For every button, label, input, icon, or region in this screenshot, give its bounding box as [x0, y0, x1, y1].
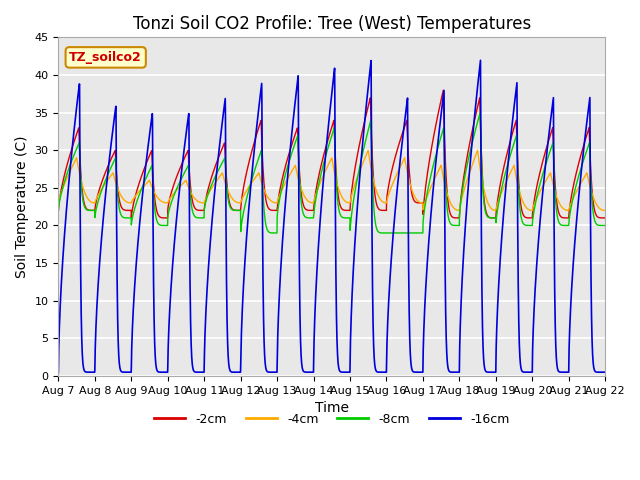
-4cm: [149, 187, 157, 193]
-4cm: [591, 198, 598, 204]
Y-axis label: Soil Temperature (C): Soil Temperature (C): [15, 135, 29, 278]
Text: TZ_soilco2: TZ_soilco2: [69, 51, 142, 64]
Line: -4cm: -4cm: [58, 150, 605, 210]
-16cm: [149, 242, 157, 248]
Title: Tonzi Soil CO2 Profile: Tree (West) Temperatures: Tonzi Soil CO2 Profile: Tree (West) Temp…: [132, 15, 531, 33]
-8cm: [602, 223, 609, 228]
-4cm: [54, 200, 62, 206]
-8cm: [532, 198, 540, 204]
X-axis label: Time: Time: [315, 401, 349, 415]
-8cm: [264, 228, 272, 234]
-2cm: [288, 142, 296, 148]
-2cm: [54, 207, 62, 213]
-8cm: [288, 150, 296, 156]
-2cm: [602, 215, 609, 221]
-4cm: [264, 195, 272, 201]
-16cm: [264, 369, 272, 375]
-4cm: [474, 147, 481, 153]
Line: -16cm: -16cm: [58, 60, 605, 372]
-2cm: [532, 188, 540, 194]
-4cm: [288, 168, 296, 174]
-16cm: [602, 369, 609, 375]
-16cm: [54, 369, 62, 375]
-16cm: [117, 368, 125, 373]
-8cm: [383, 230, 390, 236]
-4cm: [117, 192, 125, 198]
-2cm: [440, 87, 447, 93]
-8cm: [54, 207, 62, 213]
-2cm: [264, 204, 272, 210]
Line: -2cm: -2cm: [58, 90, 605, 218]
Legend: -2cm, -4cm, -8cm, -16cm: -2cm, -4cm, -8cm, -16cm: [149, 408, 515, 431]
-4cm: [602, 207, 609, 213]
-2cm: [591, 208, 598, 214]
-2cm: [149, 177, 157, 183]
-2cm: [529, 215, 536, 221]
-4cm: [532, 198, 540, 204]
-16cm: [288, 131, 296, 136]
-16cm: [532, 277, 540, 283]
Line: -8cm: -8cm: [58, 113, 605, 233]
-2cm: [117, 203, 125, 208]
-8cm: [117, 211, 125, 217]
-8cm: [149, 187, 157, 192]
-16cm: [591, 368, 598, 373]
-8cm: [591, 218, 598, 224]
-8cm: [476, 110, 484, 116]
-16cm: [477, 58, 484, 63]
